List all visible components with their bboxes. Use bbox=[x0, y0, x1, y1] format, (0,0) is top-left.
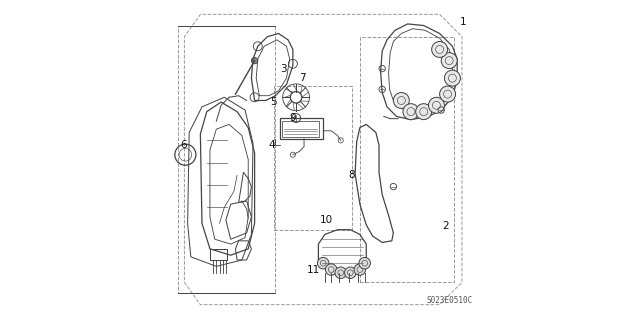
Circle shape bbox=[325, 264, 337, 275]
Text: 3: 3 bbox=[280, 63, 287, 74]
Circle shape bbox=[403, 104, 419, 120]
Circle shape bbox=[335, 267, 346, 278]
Text: 7: 7 bbox=[299, 73, 306, 83]
Circle shape bbox=[317, 257, 329, 269]
Circle shape bbox=[416, 104, 431, 120]
Text: 11: 11 bbox=[307, 264, 320, 275]
Text: S023E0510C: S023E0510C bbox=[426, 296, 472, 305]
Circle shape bbox=[441, 53, 457, 69]
Circle shape bbox=[431, 41, 447, 57]
Circle shape bbox=[428, 97, 444, 113]
Text: 9: 9 bbox=[289, 113, 296, 123]
Circle shape bbox=[440, 86, 456, 102]
Text: 2: 2 bbox=[443, 221, 449, 232]
Text: 1: 1 bbox=[460, 17, 467, 27]
Circle shape bbox=[252, 57, 258, 64]
Text: 4: 4 bbox=[268, 140, 275, 150]
Circle shape bbox=[359, 257, 371, 269]
Text: 6: 6 bbox=[180, 140, 187, 150]
Text: 8: 8 bbox=[349, 170, 355, 181]
Text: 10: 10 bbox=[320, 215, 333, 225]
Circle shape bbox=[394, 93, 410, 108]
Circle shape bbox=[444, 70, 460, 86]
Circle shape bbox=[354, 264, 365, 275]
Circle shape bbox=[344, 267, 356, 278]
Text: 5: 5 bbox=[271, 97, 277, 107]
